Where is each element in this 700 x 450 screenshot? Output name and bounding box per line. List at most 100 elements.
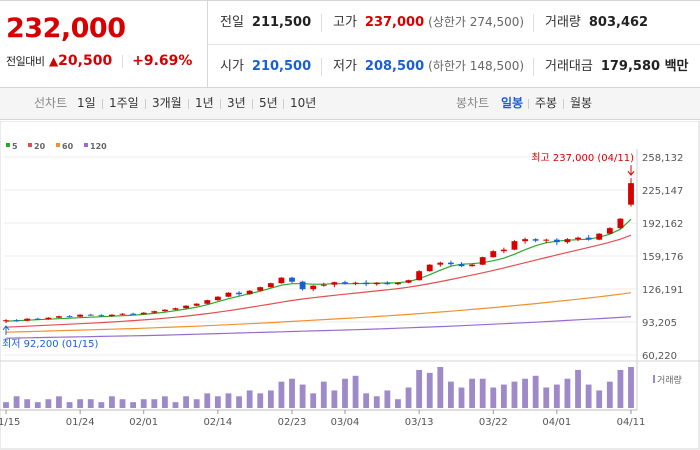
candle-body <box>119 313 126 315</box>
volume-bar <box>151 399 158 408</box>
candle-body <box>511 241 518 250</box>
candle-body <box>289 277 295 282</box>
divider <box>533 58 534 76</box>
divider <box>533 14 534 32</box>
volume-bar <box>183 396 189 408</box>
y-tick-label: 126,191 <box>642 285 683 296</box>
stat-row-1: 전일 211,500 고가 237,000 (상한가 274,500) 거래량 803,… <box>208 1 700 45</box>
volume-bar <box>628 367 634 408</box>
volume-bar <box>352 375 359 408</box>
volume-bar <box>490 387 497 408</box>
period-tabs: 선차트 1일 1주일 3개월 1년 3년 5년 10년 봉차트 일봉 주봉 월봉 <box>0 88 700 120</box>
candle-body <box>437 262 444 265</box>
open-price: 시가 210,500 <box>220 45 311 88</box>
low-price: 저가 208,500 (하한가 148,500) <box>333 45 524 88</box>
candle-body <box>373 282 380 285</box>
up-arrow-icon: ▲ <box>48 54 59 68</box>
volume-bar <box>140 399 147 408</box>
change-amount: 20,500 <box>58 53 113 69</box>
tab-3m[interactable]: 3개월 <box>152 96 182 110</box>
candle-body <box>161 309 168 312</box>
chart-frame <box>0 121 700 450</box>
divider <box>321 58 322 76</box>
volume-bar <box>479 378 486 408</box>
legend-label: 20 <box>34 142 46 151</box>
upper-limit: (상한가 274,500) <box>428 15 525 29</box>
trade-value-label: 거래대금 <box>545 59 593 74</box>
volume-bar <box>373 396 380 408</box>
divider <box>121 54 123 68</box>
candle-body <box>267 283 274 288</box>
volume-bar <box>278 381 285 408</box>
high-value: 237,000 <box>364 15 425 30</box>
volume-bar <box>87 399 94 408</box>
ma60-line <box>5 292 632 333</box>
y-tick-label: 93,205 <box>642 318 677 329</box>
volume-bar <box>98 402 105 408</box>
x-tick-label: 04/11 <box>617 417 646 428</box>
x-tick-label: 03/22 <box>479 417 508 428</box>
candle-body <box>310 285 317 290</box>
candle-body <box>617 218 624 229</box>
change-rate: +9.69% <box>132 53 193 69</box>
candle-body <box>479 257 486 265</box>
tab-1y[interactable]: 1년 <box>195 96 214 110</box>
tab-weekly[interactable]: 주봉 <box>535 96 558 110</box>
candle-body <box>45 317 52 320</box>
volume-bar <box>204 393 211 408</box>
candle-body <box>3 320 9 322</box>
low-label: 저가 <box>333 59 357 74</box>
divider <box>188 99 189 109</box>
candle-body <box>500 249 507 252</box>
volume-bar <box>13 396 20 408</box>
volume-bar <box>109 396 115 408</box>
candle-body <box>395 282 401 285</box>
candle-body <box>98 315 105 317</box>
volume-bar <box>236 396 242 408</box>
volume-bar <box>66 402 73 408</box>
low-value: 208,500 <box>364 59 425 74</box>
candle-body <box>458 264 465 267</box>
candle-body <box>331 282 338 285</box>
legend-label: 120 <box>90 142 107 151</box>
tab-1w[interactable]: 1주일 <box>109 96 139 110</box>
candle-body <box>236 292 242 295</box>
tab-monthly[interactable]: 월봉 <box>570 96 593 110</box>
candle-body <box>183 305 189 309</box>
candles <box>3 178 634 324</box>
candle-body <box>416 271 423 281</box>
volume-bar <box>532 375 539 408</box>
candle-body <box>342 282 348 284</box>
candle-body <box>522 239 528 242</box>
candle-body <box>543 239 550 241</box>
candle-body <box>77 314 84 317</box>
candle-body <box>596 233 603 240</box>
volume-bar <box>405 387 412 408</box>
moving-averages <box>5 218 632 339</box>
volume-bar <box>553 384 560 408</box>
y-tick-label: 60,220 <box>642 351 677 362</box>
high-annotation: 최고 237,000 (04/11) <box>531 152 634 164</box>
volume-bar <box>511 381 518 408</box>
volume-bar <box>45 399 52 408</box>
tab-3y[interactable]: 3년 <box>227 96 246 110</box>
tab-5y[interactable]: 5년 <box>259 96 278 110</box>
tab-1d[interactable]: 1일 <box>77 96 96 110</box>
volume-bar <box>130 402 137 408</box>
grid <box>0 121 700 450</box>
legend-swatch <box>84 143 88 147</box>
volume-bar <box>310 393 317 408</box>
volume-bar <box>225 393 232 408</box>
tab-10y[interactable]: 10년 <box>290 96 317 110</box>
candle-body <box>130 313 137 315</box>
low-arrow-head-icon <box>2 325 10 331</box>
volume-bar <box>575 369 581 408</box>
candle-body <box>246 290 253 295</box>
volume-bar <box>500 384 507 408</box>
current-price: 232,000 <box>6 13 126 44</box>
candle-body <box>299 281 306 290</box>
volume-bar <box>342 378 348 408</box>
candle-body <box>448 262 454 265</box>
candle-body <box>585 237 592 240</box>
tab-daily[interactable]: 일봉 <box>501 96 524 110</box>
